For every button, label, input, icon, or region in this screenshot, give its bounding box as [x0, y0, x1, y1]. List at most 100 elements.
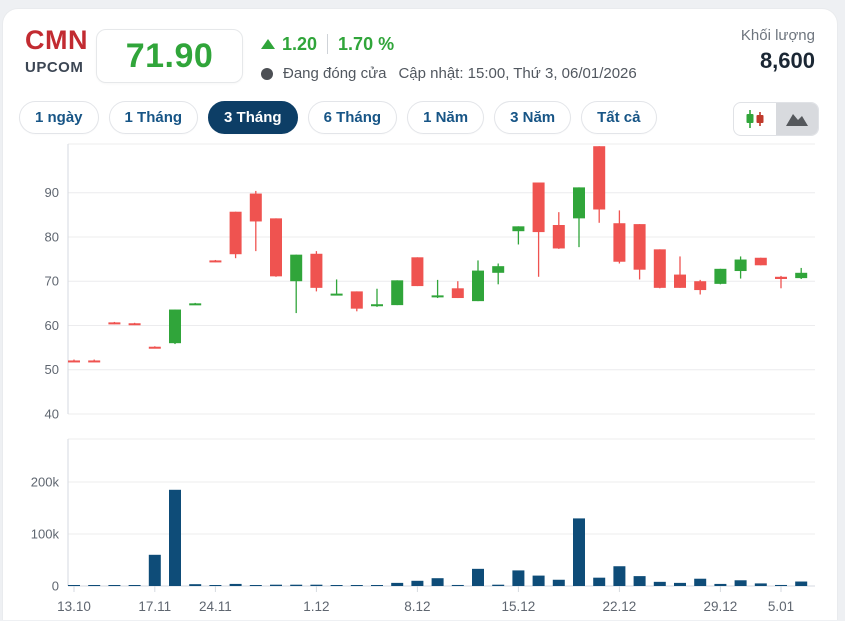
price-change: 1.20 [282, 33, 318, 54]
svg-text:29.12: 29.12 [704, 599, 738, 614]
volume-bar-25 [573, 518, 585, 586]
volume-bar-14 [350, 585, 363, 586]
candle-body-17 [411, 257, 424, 287]
price-volume-chart[interactable]: 40 50 60 70 80 90 0 100k 200k 13.10 17.11 24.11 1.12… [3, 143, 839, 621]
price-box: 71.90 [96, 29, 243, 83]
volume-bar-15 [371, 585, 383, 586]
mountain-glyph [786, 114, 808, 126]
candle-body-31 [694, 281, 707, 291]
candle-body-15 [371, 304, 383, 307]
range-button-3-month[interactable]: 3 Tháng [208, 101, 298, 134]
exchange-label: UPCOM [25, 59, 84, 76]
chart-type-toggle [733, 102, 819, 136]
range-button-all[interactable]: Tất cả [581, 101, 657, 134]
volume-bar-32 [714, 583, 727, 586]
range-button-group: 1 ngày 1 Tháng 3 Tháng 6 Tháng 1 Năm 3 N… [19, 101, 657, 134]
update-time-text: Cập nhật: 15:00, Thứ 3, 06/01/2026 [398, 65, 637, 82]
candle-body-1 [88, 360, 101, 363]
volume-bar-11 [290, 584, 303, 586]
volume-bar-18 [431, 578, 444, 586]
candle-body-18 [431, 295, 444, 298]
price-change-percent: 1.70 % [338, 33, 395, 54]
volume-bar-10 [270, 584, 282, 586]
volume-bar-1 [88, 585, 101, 586]
candle-body-35 [775, 276, 787, 279]
volume-bar-0 [68, 585, 80, 586]
triangle-up-icon [261, 39, 275, 49]
volume-bar-34 [754, 583, 767, 586]
candle-body-5 [169, 309, 181, 344]
candle-body-14 [350, 291, 363, 309]
volume-bar-5 [169, 489, 181, 586]
change-status-block: 1.20 1.70 % Đang đóng cửa Cập nhật: 15:0… [261, 33, 637, 82]
current-price: 71.90 [125, 36, 214, 75]
candle-body-10 [270, 218, 282, 277]
candle-body-7 [209, 260, 222, 263]
volume-bar-24 [552, 579, 565, 586]
stock-chart-card: CMN UPCOM 71.90 1.20 1.70 % Đang đóng cử… [2, 8, 838, 620]
candle-body-19 [451, 288, 464, 299]
volume-bar-12 [310, 584, 323, 586]
range-button-1-day[interactable]: 1 ngày [19, 101, 99, 134]
candle-body-28 [633, 224, 646, 270]
volume-bar-22 [512, 570, 525, 586]
svg-text:1.12: 1.12 [303, 599, 329, 614]
svg-text:8.12: 8.12 [404, 599, 430, 614]
market-status-text: Đang đóng cửa [283, 65, 387, 82]
candlestick-chart-icon[interactable] [734, 103, 776, 135]
candle-body-2 [108, 322, 121, 325]
volume-bar-8 [229, 583, 242, 586]
volume-bar-28 [633, 576, 646, 586]
candle-body-29 [653, 249, 666, 288]
candle-body-26 [593, 146, 606, 210]
candle-body-12 [310, 253, 323, 288]
candle-body-4 [148, 346, 161, 349]
candle-body-16 [391, 280, 404, 306]
svg-text:200k: 200k [31, 475, 60, 490]
svg-text:90: 90 [45, 185, 59, 200]
ticker-symbol: CMN [25, 25, 88, 55]
volume-value: 8,600 [759, 48, 815, 73]
volume-label: Khối lượng [740, 27, 815, 44]
svg-text:40: 40 [45, 407, 59, 422]
range-button-1-month[interactable]: 1 Tháng [108, 101, 199, 134]
volume-bar-17 [411, 580, 424, 586]
range-button-6-month[interactable]: 6 Tháng [307, 101, 398, 134]
status-row: Đang đóng cửa Cập nhật: 15:00, Thứ 3, 06… [261, 65, 637, 82]
price-candles-series [68, 146, 808, 363]
volume-block: Khối lượng 8,600 [741, 27, 815, 74]
volume-bar-33 [734, 580, 747, 586]
svg-text:15.12: 15.12 [502, 599, 536, 614]
volume-bar-13 [330, 585, 343, 586]
candle-body-9 [249, 193, 262, 222]
volume-bar-21 [492, 584, 505, 586]
volume-bar-7 [209, 585, 222, 586]
market-status-dot-icon [261, 67, 273, 80]
candle-body-3 [128, 323, 141, 326]
svg-text:80: 80 [45, 229, 59, 244]
volume-bar-30 [674, 582, 686, 586]
candle-body-23 [532, 182, 545, 233]
volume-bar-9 [249, 585, 262, 586]
volume-bar-31 [694, 578, 707, 586]
candle-body-24 [552, 225, 565, 249]
volume-bar-35 [775, 584, 787, 586]
svg-text:5.01: 5.01 [768, 599, 794, 614]
area-chart-icon[interactable] [776, 103, 818, 135]
volume-bar-26 [593, 577, 606, 586]
volume-bar-4 [148, 554, 161, 586]
candle-body-25 [573, 187, 585, 219]
volume-bars-series [68, 489, 808, 586]
candle-body-13 [330, 293, 343, 296]
range-button-3-year[interactable]: 3 Năm [494, 101, 572, 134]
volume-bar-23 [532, 575, 545, 586]
svg-text:13.10: 13.10 [57, 599, 91, 614]
range-button-1-year[interactable]: 1 Năm [407, 101, 485, 134]
candle-body-36 [795, 272, 808, 279]
volume-bar-27 [613, 566, 626, 586]
volume-bar-3 [128, 585, 141, 586]
volume-bar-19 [451, 584, 464, 586]
svg-text:100k: 100k [31, 527, 60, 542]
candle-body-21 [492, 266, 505, 273]
candle-body-11 [290, 254, 303, 282]
